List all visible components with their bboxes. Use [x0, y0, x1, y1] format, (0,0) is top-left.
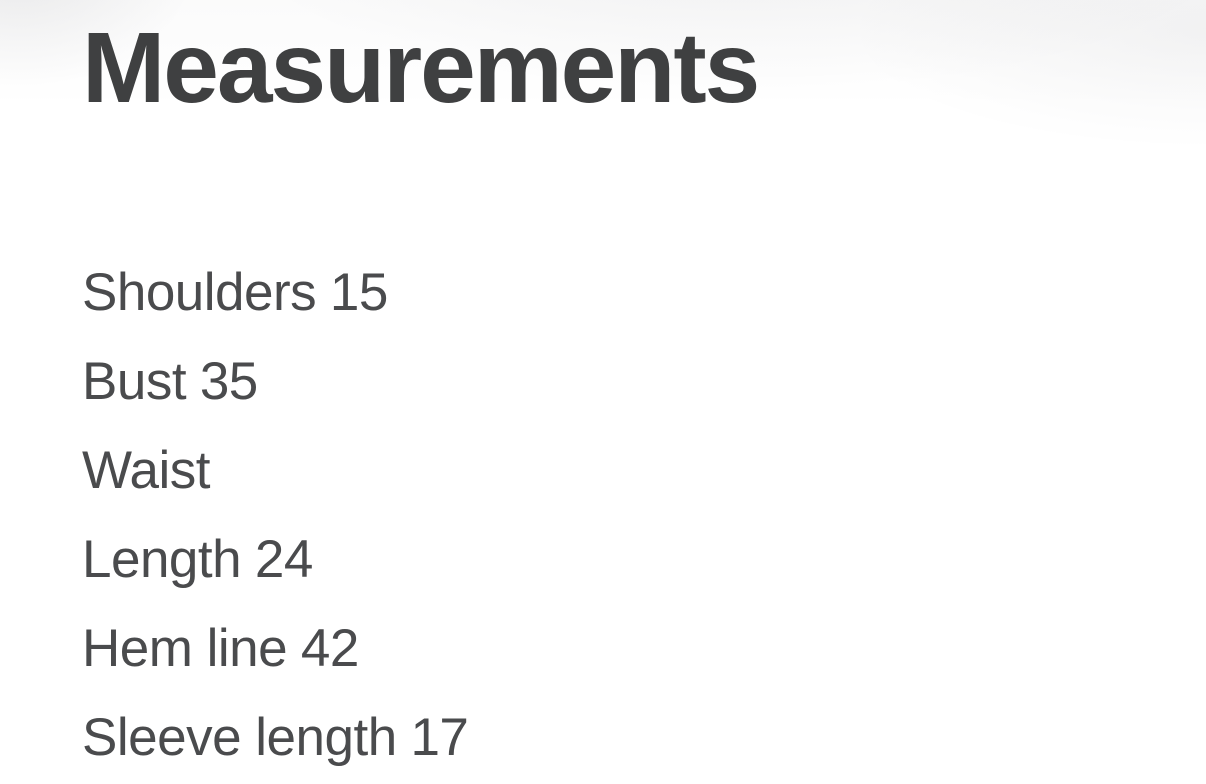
- measurement-row: Waist: [82, 426, 1166, 515]
- page-title: Measurements: [82, 12, 760, 124]
- measurement-row: Length 24: [82, 515, 1166, 604]
- measurement-row: Bust 35: [82, 337, 1166, 426]
- measurement-row: Hem line 42: [82, 604, 1166, 693]
- measurement-value: 24: [254, 530, 313, 589]
- measurement-row: Sleeve length 17: [82, 693, 1166, 782]
- measurement-label: Shoulders: [82, 263, 317, 322]
- measurement-label: Length: [82, 530, 242, 589]
- measurement-label: Sleeve length: [82, 708, 397, 767]
- measurement-value: 42: [300, 619, 359, 678]
- measurement-value: 17: [410, 708, 469, 767]
- measurement-label: Waist: [82, 441, 211, 500]
- measurement-row: Shoulders 15: [82, 248, 1166, 337]
- measurement-value: 15: [329, 263, 388, 322]
- measurement-value: 35: [199, 352, 258, 411]
- measurement-label: Bust: [82, 352, 187, 411]
- measurements-list: Shoulders 15 Bust 35 Waist Length 24 Hem li…: [82, 248, 1166, 782]
- measurement-label: Hem line: [82, 619, 288, 678]
